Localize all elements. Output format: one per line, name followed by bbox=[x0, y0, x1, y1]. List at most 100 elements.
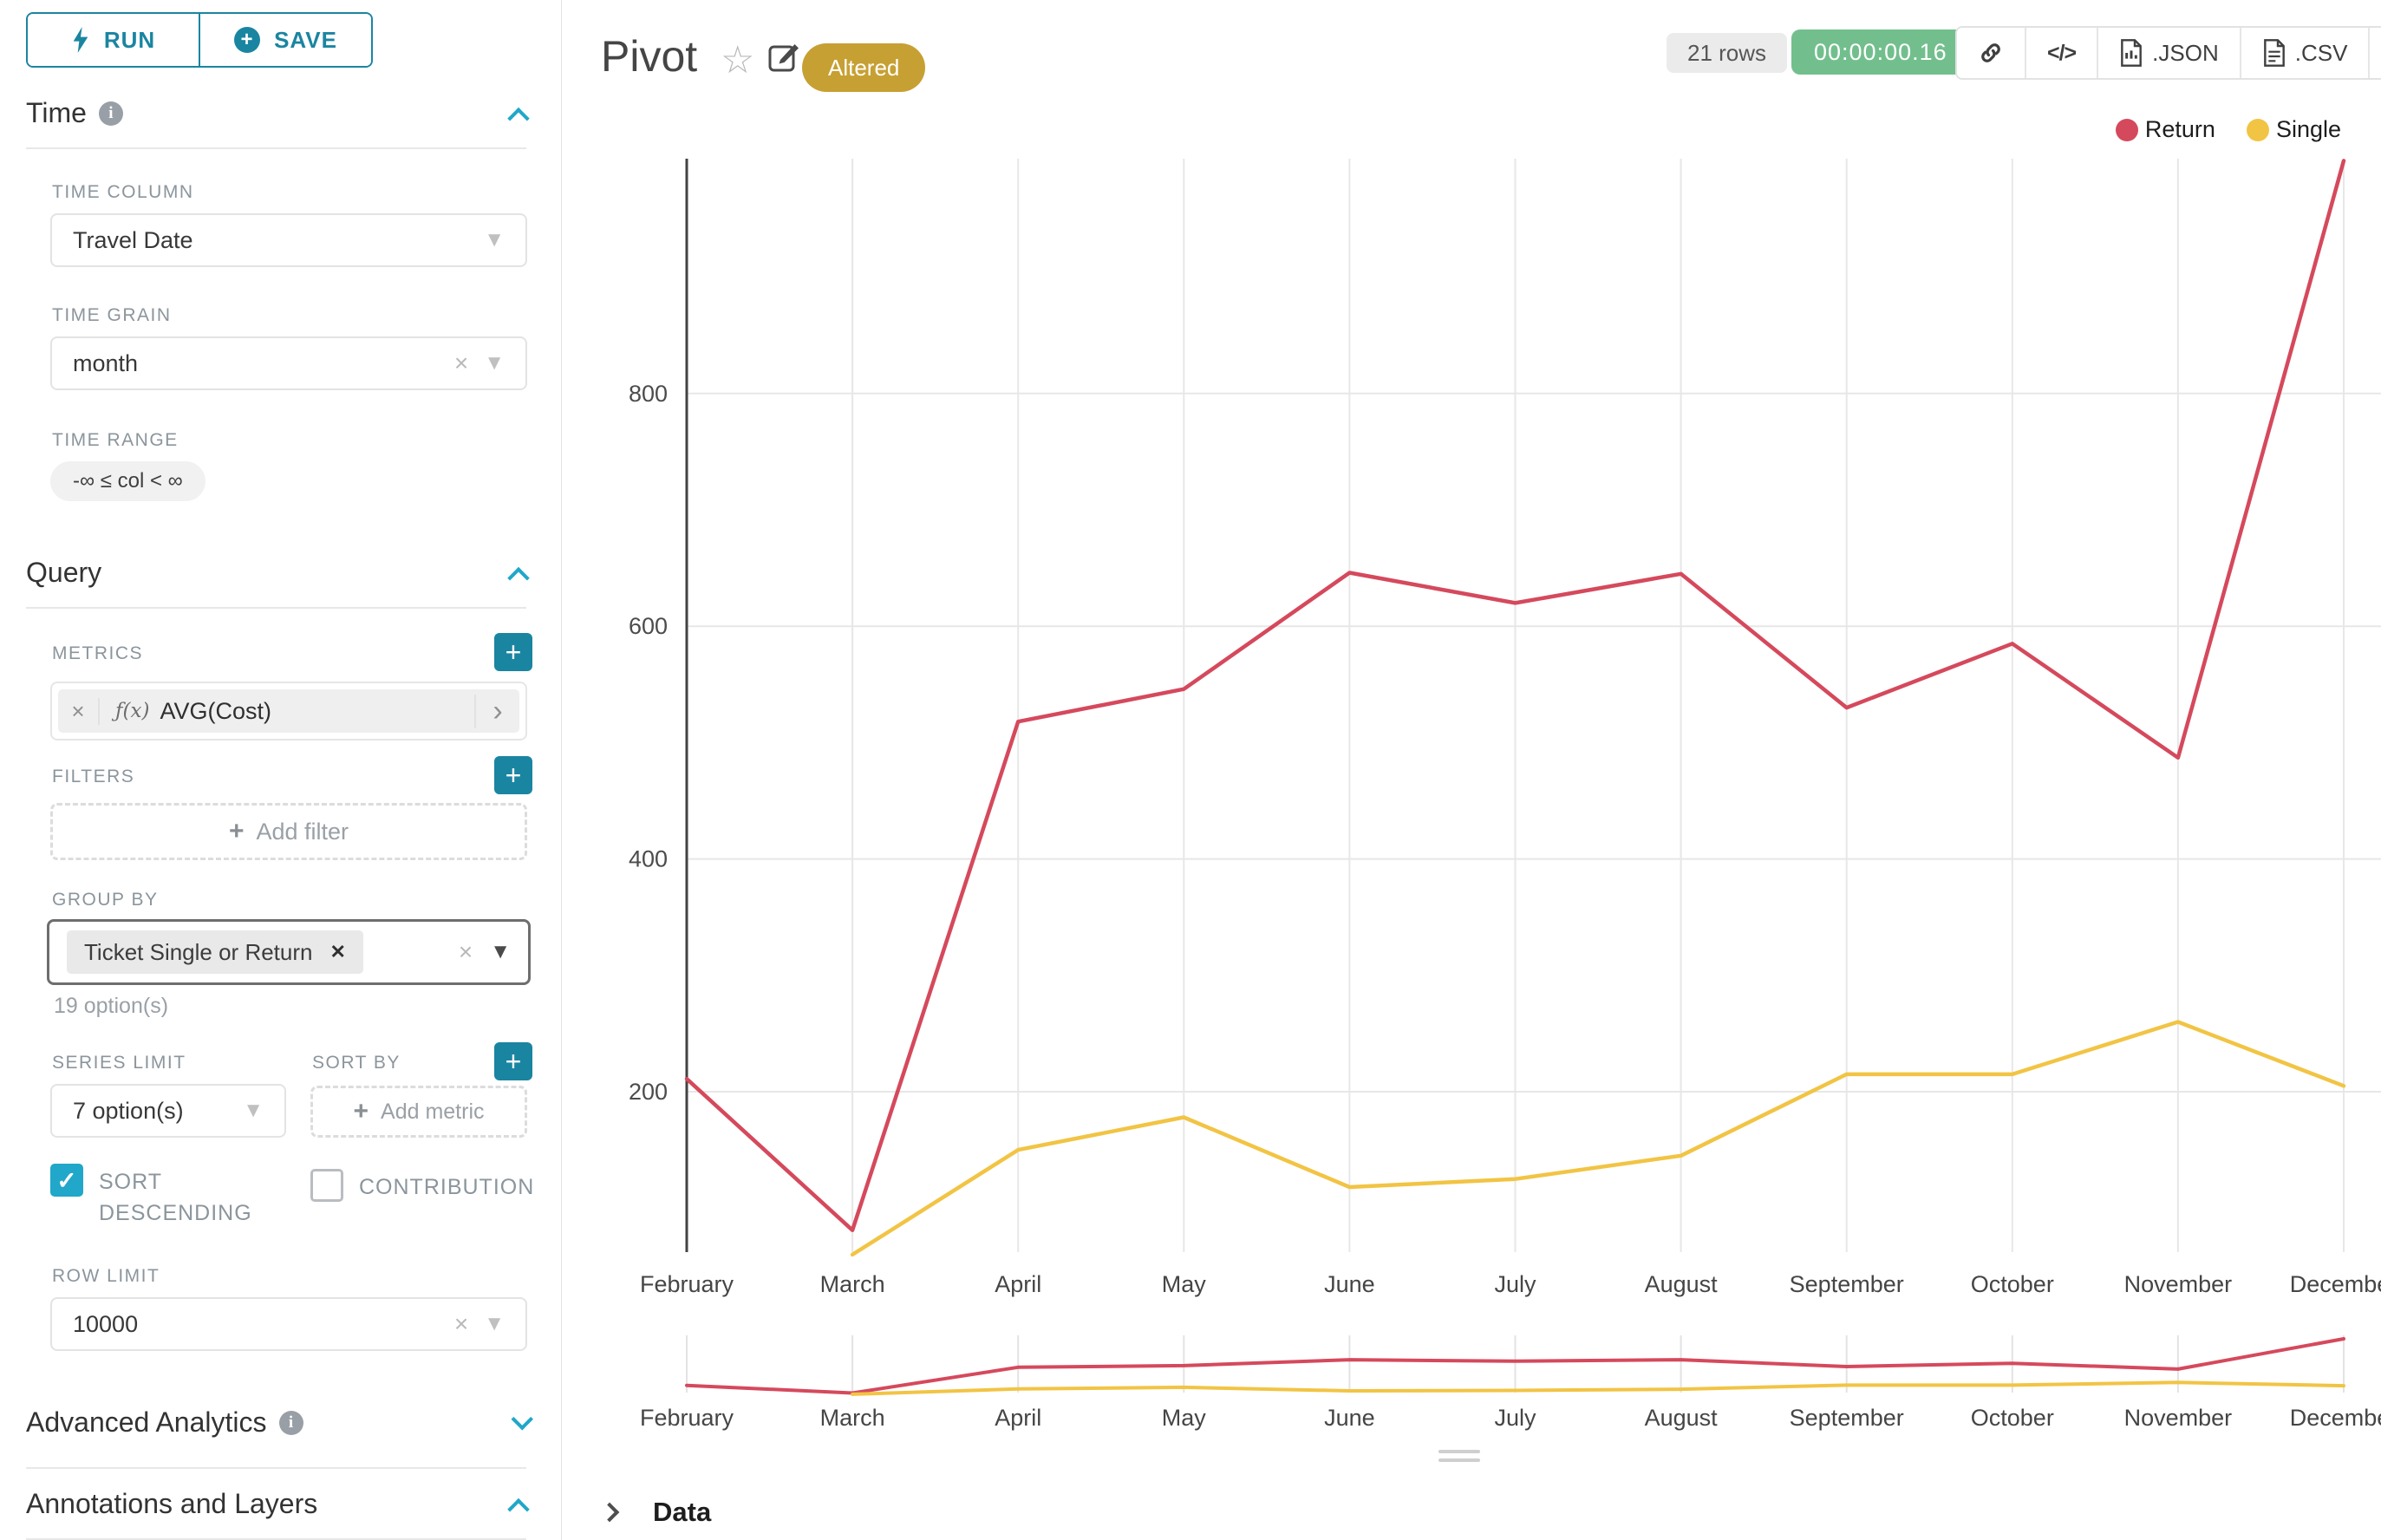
time-range-label: TIME RANGE bbox=[52, 430, 179, 450]
checkbox-checked-icon[interactable]: ✓ bbox=[50, 1164, 83, 1197]
data-section-label: Data bbox=[653, 1497, 712, 1527]
more-options-button[interactable] bbox=[2368, 28, 2381, 78]
add-metric-button[interactable]: + bbox=[494, 633, 532, 671]
data-section-toggle[interactable]: Data bbox=[599, 1497, 712, 1528]
export-csv-button[interactable]: .CSV bbox=[2239, 28, 2369, 78]
altered-badge-label: Altered bbox=[828, 54, 900, 81]
sort-descending-checkbox-row[interactable]: ✓ SORT DESCENDING bbox=[50, 1164, 267, 1230]
legend-dot-single bbox=[2246, 118, 2269, 141]
embed-code-button[interactable]: </> bbox=[2025, 28, 2097, 78]
group-by-select[interactable]: Ticket Single or Return ✕ × ▼ bbox=[47, 919, 531, 985]
panel-resize-handle[interactable] bbox=[1438, 1450, 1480, 1467]
row-limit-label: ROW LIMIT bbox=[52, 1266, 160, 1286]
checkbox-empty-icon[interactable] bbox=[310, 1169, 343, 1202]
time-column-value: Travel Date bbox=[73, 226, 193, 253]
function-icon: ƒ(x) bbox=[115, 700, 150, 722]
metric-pill[interactable]: × ƒ(x) AVG(Cost) › bbox=[58, 689, 519, 733]
chevron-up-icon[interactable] bbox=[507, 107, 530, 129]
csv-button-label: .CSV bbox=[2294, 39, 2348, 66]
remove-metric-icon[interactable]: × bbox=[58, 697, 100, 725]
chart-title: Pivot bbox=[601, 32, 698, 81]
sort-by-dropzone[interactable]: + Add metric bbox=[310, 1086, 527, 1138]
time-grain-label: TIME GRAIN bbox=[52, 305, 172, 325]
clear-icon[interactable]: × bbox=[453, 349, 469, 376]
row-count-label: 21 rows bbox=[1687, 39, 1767, 66]
clear-icon[interactable]: × bbox=[453, 1310, 469, 1337]
query-section-header[interactable]: Query bbox=[26, 557, 530, 589]
annotations-layers-title: Annotations and Layers bbox=[26, 1488, 318, 1519]
favorite-star-icon[interactable]: ☆ bbox=[721, 39, 755, 82]
advanced-analytics-title: Advanced Analytics bbox=[26, 1406, 267, 1438]
time-range-pill[interactable]: -∞ ≤ col < ∞ bbox=[50, 461, 205, 501]
metrics-label: METRICS bbox=[52, 643, 143, 663]
annotations-layers-header[interactable]: Annotations and Layers bbox=[26, 1488, 530, 1520]
metrics-container: × ƒ(x) AVG(Cost) › bbox=[50, 682, 527, 741]
control-panel-sidebar: RUN + SAVE Time i TIME COLUMN Travel Dat… bbox=[0, 0, 562, 1540]
metric-value: AVG(Cost) bbox=[160, 697, 271, 724]
time-range-value: -∞ ≤ col < ∞ bbox=[73, 469, 183, 493]
legend-label-single: Single bbox=[2275, 116, 2341, 142]
series-limit-label: SERIES LIMIT bbox=[52, 1053, 186, 1073]
chart-legend: Return Single bbox=[2115, 116, 2341, 143]
plus-icon: + bbox=[353, 1097, 369, 1126]
series-limit-select[interactable]: 7 option(s) ▼ bbox=[50, 1084, 286, 1138]
lightning-icon bbox=[73, 27, 88, 53]
caret-down-icon: ▼ bbox=[243, 1099, 264, 1122]
contribution-checkbox-row[interactable]: CONTRIBUTION bbox=[310, 1169, 534, 1203]
caret-down-icon: ▼ bbox=[490, 940, 511, 963]
legend-dot-return bbox=[2115, 118, 2138, 141]
json-file-icon bbox=[2121, 39, 2143, 67]
query-timer-label: 00:00:00.16 bbox=[1814, 38, 1947, 65]
time-section-title: Time bbox=[26, 97, 87, 128]
group-by-label: GROUP BY bbox=[52, 890, 159, 910]
time-grain-select[interactable]: month × ▼ bbox=[50, 336, 527, 390]
chevron-right-icon bbox=[599, 1502, 620, 1523]
legend-item-single[interactable]: Single bbox=[2246, 116, 2341, 143]
info-icon: i bbox=[98, 101, 123, 126]
run-button-label: RUN bbox=[103, 26, 156, 53]
group-by-tag-label: Ticket Single or Return bbox=[84, 938, 313, 965]
row-count-badge: 21 rows bbox=[1667, 33, 1788, 73]
legend-item-return[interactable]: Return bbox=[2115, 116, 2215, 143]
remove-tag-icon[interactable]: ✕ bbox=[329, 941, 346, 962]
contribution-label: CONTRIBUTION bbox=[359, 1175, 535, 1199]
csv-file-icon bbox=[2263, 39, 2285, 67]
caret-down-icon: ▼ bbox=[484, 351, 505, 375]
expand-metric-icon[interactable]: › bbox=[474, 694, 519, 728]
plus-icon: + bbox=[228, 817, 245, 845]
row-limit-select[interactable]: 10000 × ▼ bbox=[50, 1297, 527, 1351]
caret-down-icon: ▼ bbox=[484, 228, 505, 251]
json-button-label: .JSON bbox=[2152, 39, 2219, 66]
code-icon: </> bbox=[2047, 40, 2077, 65]
save-button[interactable]: + SAVE bbox=[199, 14, 371, 66]
time-column-select[interactable]: Travel Date ▼ bbox=[50, 213, 527, 267]
sort-by-label: SORT BY bbox=[312, 1053, 401, 1073]
plus-circle-icon: + bbox=[234, 27, 261, 53]
time-column-label: TIME COLUMN bbox=[52, 182, 194, 202]
chart-panel: Pivot ☆ Altered 21 rows 00:00:00.16 </> bbox=[563, 0, 2381, 1540]
altered-badge[interactable]: Altered bbox=[802, 43, 926, 92]
run-button[interactable]: RUN bbox=[28, 14, 199, 66]
edit-title-icon[interactable] bbox=[767, 42, 799, 73]
advanced-analytics-header[interactable]: Advanced Analytics i bbox=[26, 1406, 533, 1439]
chevron-up-icon[interactable] bbox=[507, 566, 530, 589]
query-timer-badge: 00:00:00.16 bbox=[1791, 29, 1970, 75]
add-filter-text: Add filter bbox=[256, 818, 349, 845]
add-sort-metric-button[interactable]: + bbox=[494, 1042, 532, 1080]
chevron-up-icon[interactable] bbox=[507, 1498, 530, 1520]
time-section-header[interactable]: Time i bbox=[26, 97, 530, 129]
group-by-options-hint: 19 option(s) bbox=[54, 994, 169, 1018]
query-section-title: Query bbox=[26, 557, 102, 588]
export-json-button[interactable]: .JSON bbox=[2097, 28, 2240, 78]
run-save-button-group: RUN + SAVE bbox=[26, 12, 373, 68]
copy-link-button[interactable] bbox=[1957, 28, 2025, 78]
group-by-tag[interactable]: Ticket Single or Return ✕ bbox=[67, 930, 363, 974]
info-icon: i bbox=[278, 1410, 303, 1435]
clear-icon[interactable]: × bbox=[458, 938, 473, 965]
add-metric-text: Add metric bbox=[381, 1099, 485, 1124]
chevron-down-icon[interactable] bbox=[511, 1407, 533, 1430]
add-filter-dropzone[interactable]: + Add filter bbox=[50, 803, 527, 860]
chart-actions-toolbar: </> .JSON .CSV bbox=[1955, 26, 2381, 80]
add-filter-button[interactable]: + bbox=[494, 756, 532, 794]
